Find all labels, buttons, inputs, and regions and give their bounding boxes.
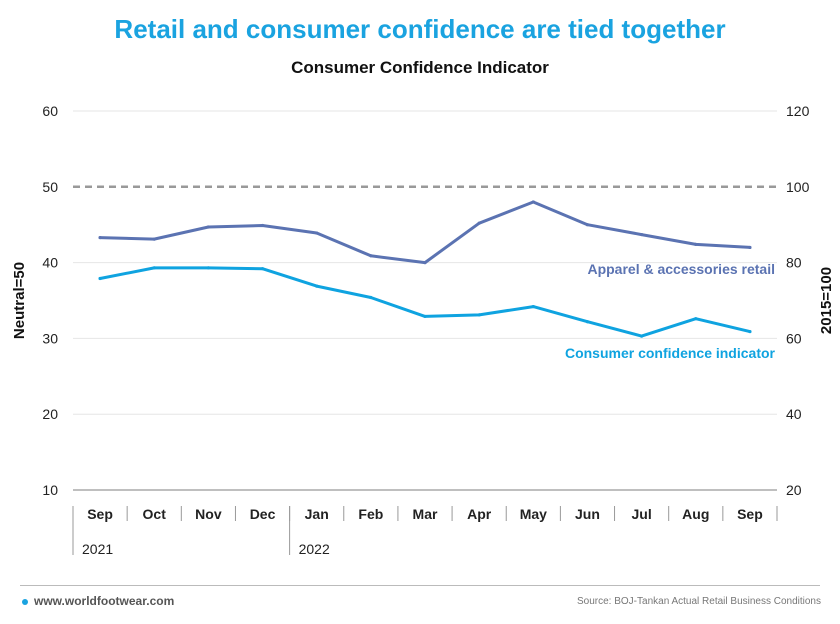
chart-subtitle: Consumer Confidence Indicator [291,58,549,77]
left-tick-label: 60 [42,103,58,119]
data-point [260,223,265,228]
chart-title: Retail and consumer confidence are tied … [114,14,726,44]
data-point [640,334,644,338]
right-tick-label: 100 [786,179,810,195]
data-point [315,231,319,235]
left-tick-label: 50 [42,179,58,195]
data-point [694,317,698,321]
data-point [152,237,156,241]
data-point [423,261,427,265]
x-tick-label: Mar [413,506,438,522]
footer-source: Source: BOJ-Tankan Actual Retail Busines… [576,596,821,607]
data-point [98,235,102,240]
left-tick-label: 20 [42,406,58,422]
data-point [206,225,210,229]
year-label: 2022 [299,541,330,557]
data-point [477,313,481,317]
x-tick-label: Sep [737,506,763,522]
x-tick-label: Aug [682,506,709,522]
series-label: Apparel & accessories retail [587,261,775,277]
right-tick-label: 20 [786,482,802,498]
series-line [98,266,752,338]
right-tick-label: 40 [786,406,802,422]
left-tick-label: 40 [42,255,58,271]
data-point [98,276,102,281]
data-point [152,266,156,270]
website-link[interactable]: www.worldfootwear.com [34,594,175,608]
data-point [585,320,590,324]
data-point [748,245,752,250]
x-tick-label: Apr [467,506,492,522]
right-axis-title: 2015=100 [818,267,835,334]
x-tick-label: Jun [575,506,600,522]
right-tick-label: 80 [786,255,802,271]
data-point [640,232,644,237]
data-point [531,304,535,309]
x-tick-label: Jul [631,506,651,522]
data-point [260,267,265,271]
x-tick-label: Sep [87,506,113,522]
data-point [423,314,427,319]
x-tick-label: Dec [250,506,276,522]
data-point [369,295,373,300]
series-line [98,200,752,265]
data-point [585,223,590,227]
data-point [531,200,535,204]
data-point [206,266,210,270]
x-tick-label: Oct [143,506,167,522]
data-point [748,329,752,334]
right-tick-label: 120 [786,103,810,119]
data-point [315,284,319,288]
right-tick-label: 60 [786,330,802,346]
data-point [694,242,698,247]
footer-website[interactable]: www.worldfootwear.com [22,594,174,608]
year-label: 2021 [82,541,113,557]
bullet-dot-icon [22,598,28,605]
series-label: Consumer confidence indicator [565,345,776,361]
data-point [477,221,481,225]
x-tick-label: Feb [358,506,383,522]
left-tick-label: 30 [42,330,58,346]
data-point [369,254,373,258]
left-axis-title: Neutral=50 [11,262,28,339]
x-tick-label: Jan [305,506,329,522]
x-tick-label: Nov [195,506,222,522]
footer-divider [20,585,820,586]
left-tick-label: 10 [42,482,58,498]
x-tick-label: May [520,506,547,522]
